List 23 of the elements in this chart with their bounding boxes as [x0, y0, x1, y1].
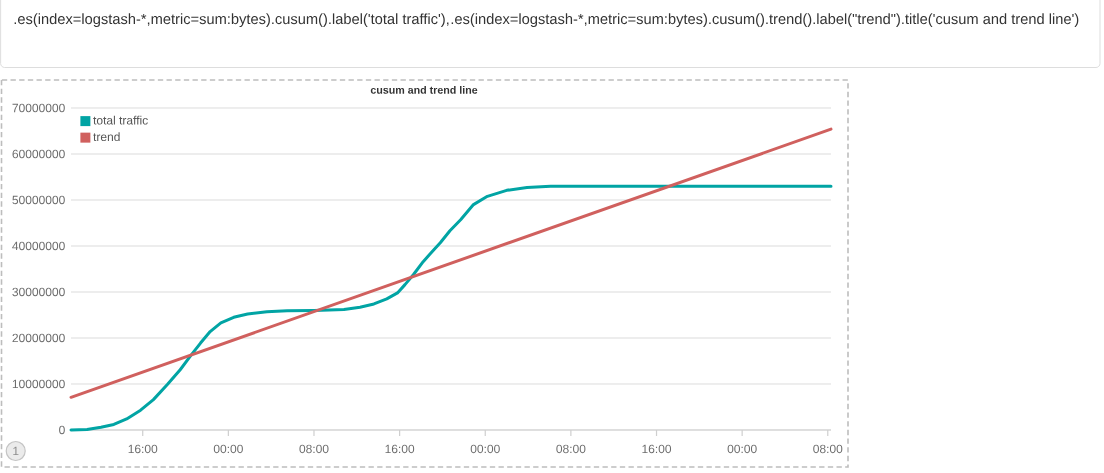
x-tick-label: 00:00	[727, 444, 757, 454]
x-tick-label: 00:00	[470, 444, 500, 454]
y-tick-label: 40000000	[12, 241, 65, 251]
x-tick-label: 16:00	[642, 444, 672, 454]
legend-label: trend	[93, 132, 120, 142]
y-tick-label: 30000000	[12, 287, 65, 297]
x-tick-label: 08:00	[556, 444, 586, 454]
y-tick-label: 0	[59, 425, 65, 435]
legend-label: total traffic	[93, 115, 148, 125]
x-tick-label: 08:00	[299, 444, 329, 454]
text: .es(index=logstash-*,metric=sum:bytes).cusum().label('total traffic'),	[14, 13, 449, 28]
text: 1	[13, 446, 19, 456]
x-tick-label: 00:00	[213, 444, 243, 454]
y-tick-label: 20000000	[12, 333, 65, 343]
text: .es(index=logstash-*,metric=sum:bytes).cusum().trend().label("trend").title('cusum and trend line')	[451, 13, 1079, 28]
x-tick-label: 16:00	[128, 444, 158, 454]
y-tick-label: 60000000	[12, 149, 65, 159]
y-tick-label: 70000000	[12, 103, 65, 113]
chart-title: cusum and trend line	[370, 85, 478, 94]
y-tick-label: 10000000	[12, 379, 65, 389]
x-tick-label: 16:00	[385, 444, 415, 454]
y-tick-label: 50000000	[12, 195, 65, 205]
x-tick-label: 08:00	[813, 444, 843, 454]
